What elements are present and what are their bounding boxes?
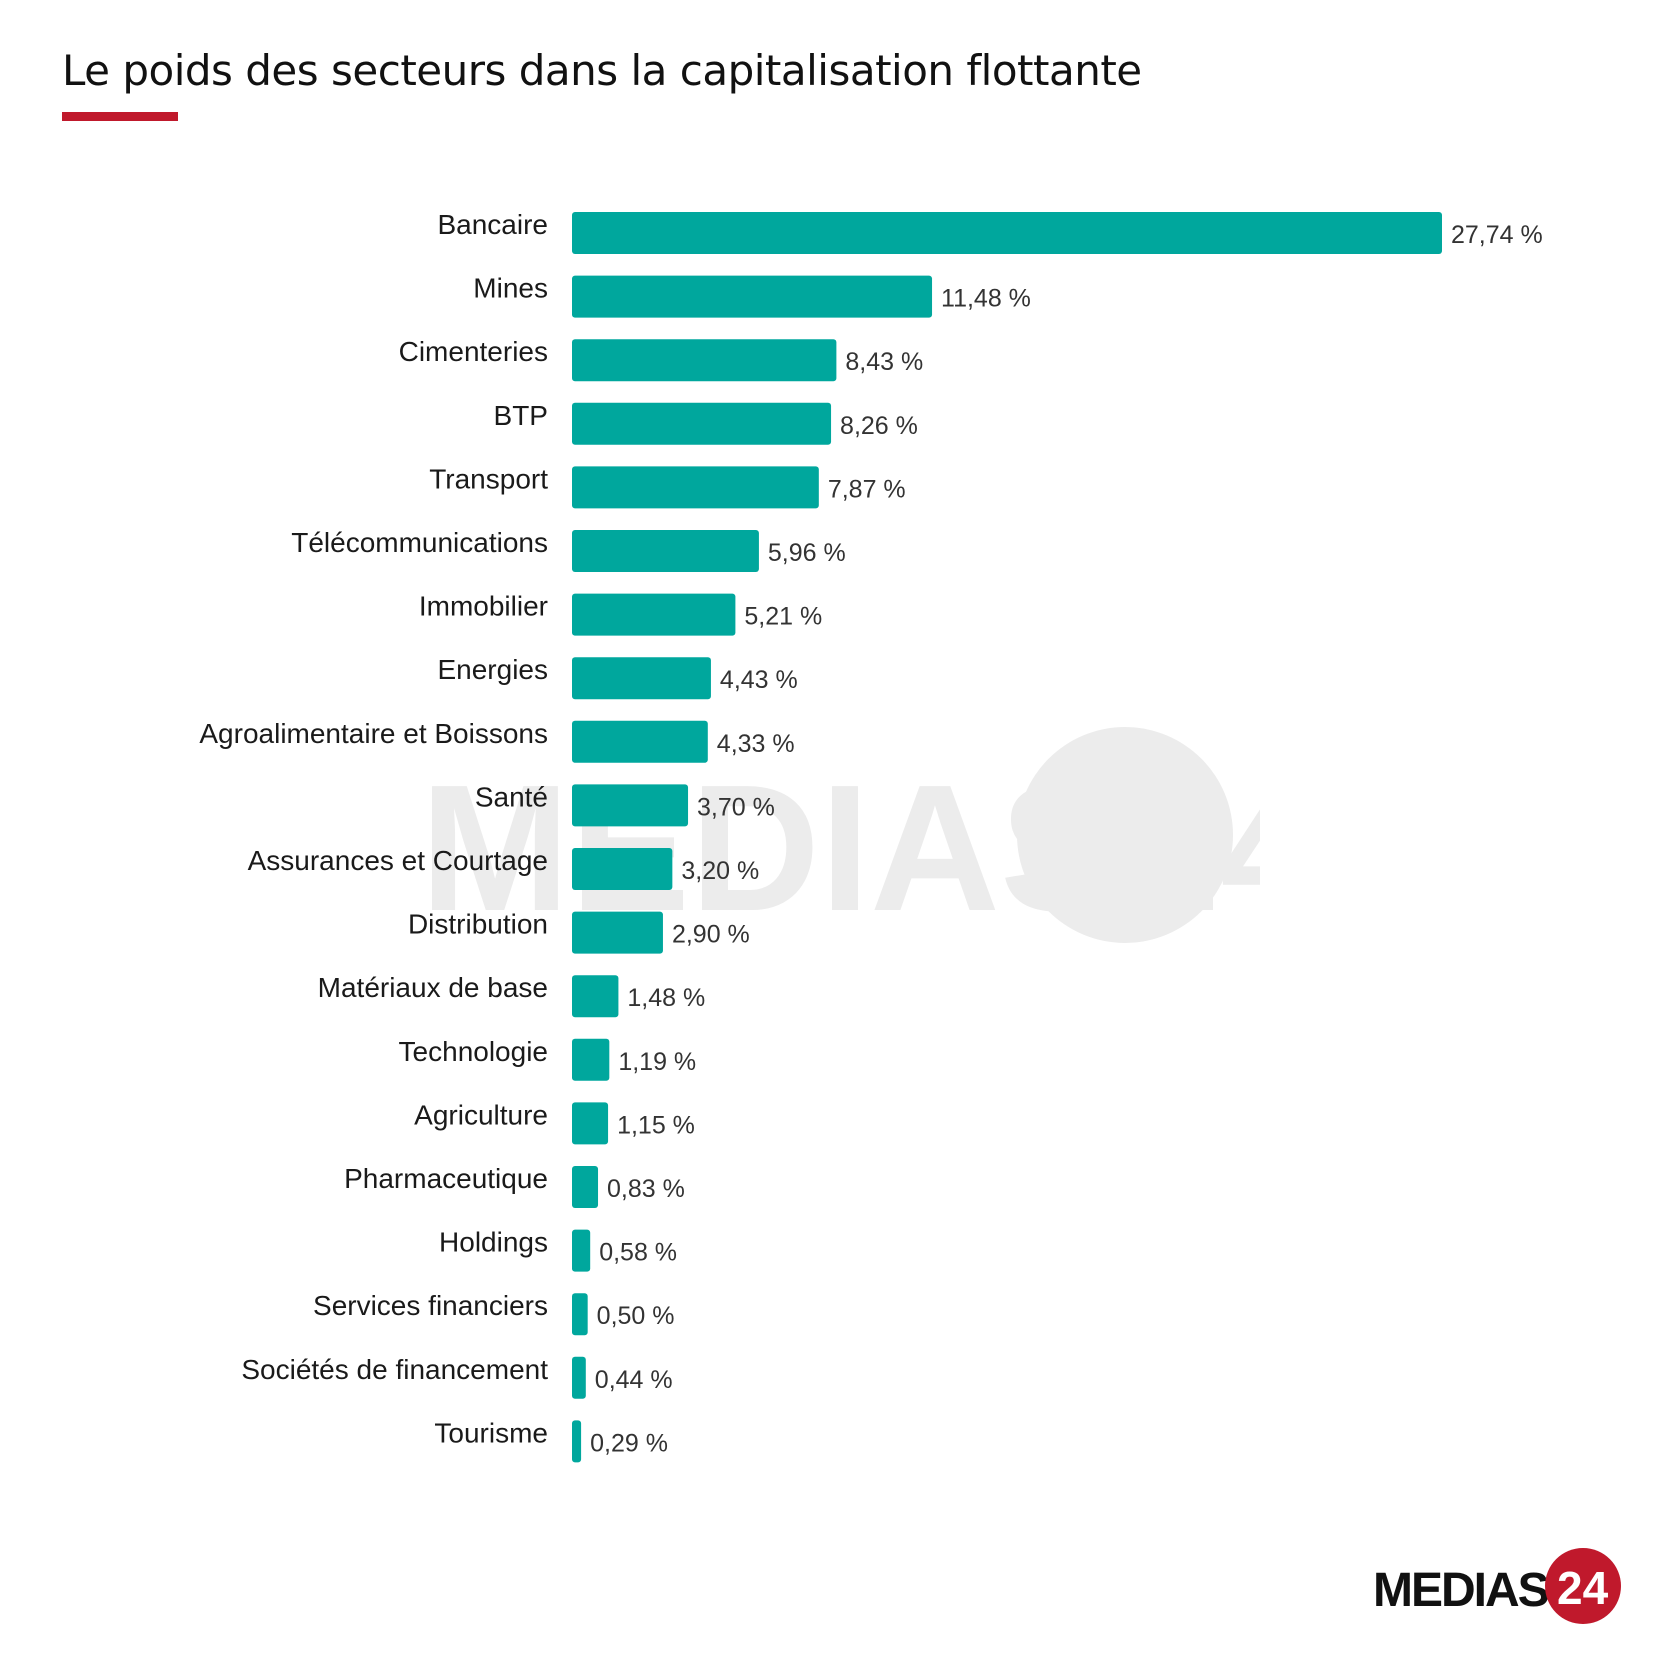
category-label-17: Services financiers	[313, 1290, 548, 1321]
value-label-8: 4,33 %	[717, 730, 795, 758]
bars-layer: Bancaire 27,74 % Mines 11,48 % Cimenteries 8,…	[199, 209, 1543, 1463]
chart-title: Le poids des secteurs dans la capitalisa…	[62, 46, 1142, 95]
category-label-14: Agriculture	[414, 1099, 548, 1130]
bar-16	[572, 1229, 591, 1272]
value-label-2: 8,43 %	[845, 348, 923, 376]
value-label-15: 0,83 %	[607, 1175, 685, 1203]
category-label-4: Transport	[429, 463, 548, 494]
value-label-19: 0,29 %	[590, 1429, 668, 1457]
value-label-14: 1,15 %	[617, 1111, 695, 1139]
value-label-7: 4,43 %	[720, 666, 798, 694]
category-label-9: Santé	[475, 781, 548, 812]
category-label-7: Energies	[437, 654, 548, 685]
bar-13	[572, 1038, 610, 1081]
category-label-1: Mines	[473, 273, 548, 304]
brand-logo: MEDIAS 24	[1373, 1548, 1621, 1624]
brand-logo-number: 24	[1557, 1562, 1609, 1614]
bar-10	[572, 848, 673, 890]
watermark-text: MEDIAS24	[420, 748, 1260, 949]
value-label-12: 1,48 %	[627, 984, 705, 1012]
category-label-19: Tourisme	[434, 1417, 548, 1448]
value-label-9: 3,70 %	[697, 793, 775, 821]
watermark-logo: MEDIAS24	[420, 727, 1260, 949]
bar-1	[572, 275, 933, 318]
bar-7	[572, 657, 711, 700]
bar-9	[572, 784, 689, 827]
bar-15	[572, 1166, 599, 1208]
value-label-16: 0,58 %	[599, 1239, 677, 1267]
value-label-10: 3,20 %	[681, 857, 759, 885]
category-label-13: Technologie	[399, 1036, 548, 1067]
brand-logo-text: MEDIAS	[1373, 1564, 1549, 1617]
bar-14	[572, 1102, 609, 1145]
category-label-6: Immobilier	[419, 591, 548, 622]
value-label-5: 5,96 %	[768, 539, 846, 567]
category-label-8: Agroalimentaire et Boissons	[199, 718, 548, 749]
title-underline	[62, 112, 178, 121]
value-label-17: 0,50 %	[597, 1302, 675, 1330]
category-label-16: Holdings	[439, 1227, 548, 1258]
bar-0	[572, 212, 1442, 254]
category-label-10: Assurances et Courtage	[248, 845, 548, 876]
bar-18	[572, 1356, 586, 1399]
value-label-0: 27,74 %	[1451, 221, 1543, 249]
value-label-13: 1,19 %	[618, 1048, 696, 1076]
category-label-15: Pharmaceutique	[344, 1163, 548, 1194]
value-label-18: 0,44 %	[595, 1366, 673, 1394]
bar-19	[572, 1420, 582, 1463]
value-label-11: 2,90 %	[672, 921, 750, 949]
bar-2	[572, 339, 837, 382]
category-label-11: Distribution	[408, 909, 548, 940]
bar-12	[572, 975, 619, 1018]
bar-6	[572, 593, 736, 636]
bar-4	[572, 466, 819, 509]
value-label-4: 7,87 %	[828, 475, 906, 503]
category-label-2: Cimenteries	[399, 336, 548, 367]
category-label-12: Matériaux de base	[318, 972, 548, 1003]
value-label-1: 11,48 %	[941, 285, 1031, 313]
bar-17	[572, 1293, 588, 1336]
bar-11	[572, 911, 663, 954]
category-label-3: BTP	[494, 400, 548, 431]
bar-8	[572, 720, 708, 763]
bar-5	[572, 530, 759, 572]
category-label-5: Télécommunications	[291, 527, 548, 558]
value-label-3: 8,26 %	[840, 412, 918, 440]
category-label-0: Bancaire	[437, 209, 548, 240]
category-label-18: Sociétés de financement	[241, 1354, 548, 1385]
bar-3	[572, 402, 832, 445]
value-label-6: 5,21 %	[744, 603, 822, 631]
